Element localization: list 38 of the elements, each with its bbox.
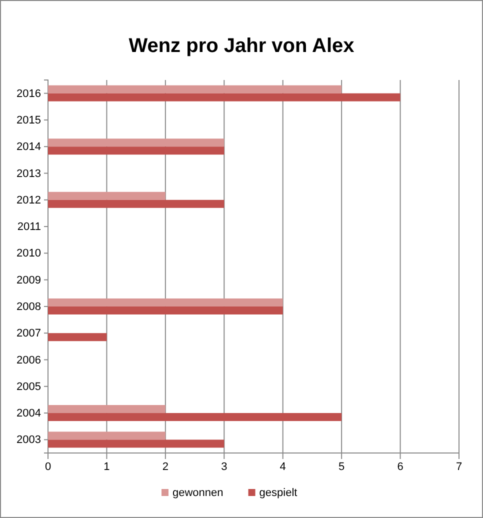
bar xyxy=(48,200,224,208)
bar xyxy=(48,93,400,102)
bar xyxy=(48,432,166,440)
y-tick-label: 2011 xyxy=(17,221,41,234)
y-tick-label: 2009 xyxy=(16,274,41,286)
y-tick-label: 2012 xyxy=(16,194,41,206)
y-tick-label: 2005 xyxy=(16,380,41,393)
y-tick-label: 2016 xyxy=(16,88,41,100)
x-tick-label: 1 xyxy=(104,460,110,473)
bar xyxy=(48,298,283,306)
bar xyxy=(48,440,224,448)
x-tick-label: 6 xyxy=(397,460,404,473)
x-tick-label: 7 xyxy=(456,460,462,473)
y-tick-label: 2010 xyxy=(16,248,41,260)
x-tick-label: 0 xyxy=(44,460,52,473)
y-tick-label: 2006 xyxy=(16,354,41,366)
bar xyxy=(48,405,166,414)
bar xyxy=(48,146,224,155)
bar xyxy=(48,138,224,147)
x-tick-label: 4 xyxy=(280,460,286,473)
y-tick-label: 2007 xyxy=(16,328,41,340)
y-tick-label: 2004 xyxy=(16,408,41,420)
y-tick-label: 2015 xyxy=(16,114,41,126)
bar xyxy=(48,333,107,342)
bar xyxy=(48,192,166,200)
y-tick-label: 2003 xyxy=(16,434,41,446)
chart-title: Wenz pro Jahr von Alex xyxy=(128,35,354,57)
bar xyxy=(48,306,283,314)
y-tick-label: 2014 xyxy=(16,141,41,154)
legend-label: gewonnen xyxy=(172,487,224,499)
x-tick-label: 5 xyxy=(338,460,345,473)
y-tick-label: 2008 xyxy=(16,300,41,313)
x-tick-label: 2 xyxy=(162,460,168,473)
x-tick-label: 3 xyxy=(221,460,228,473)
bar xyxy=(48,85,342,94)
legend-label: gespielt xyxy=(259,487,298,499)
bar xyxy=(48,413,342,422)
y-tick-label: 2013 xyxy=(16,168,41,180)
